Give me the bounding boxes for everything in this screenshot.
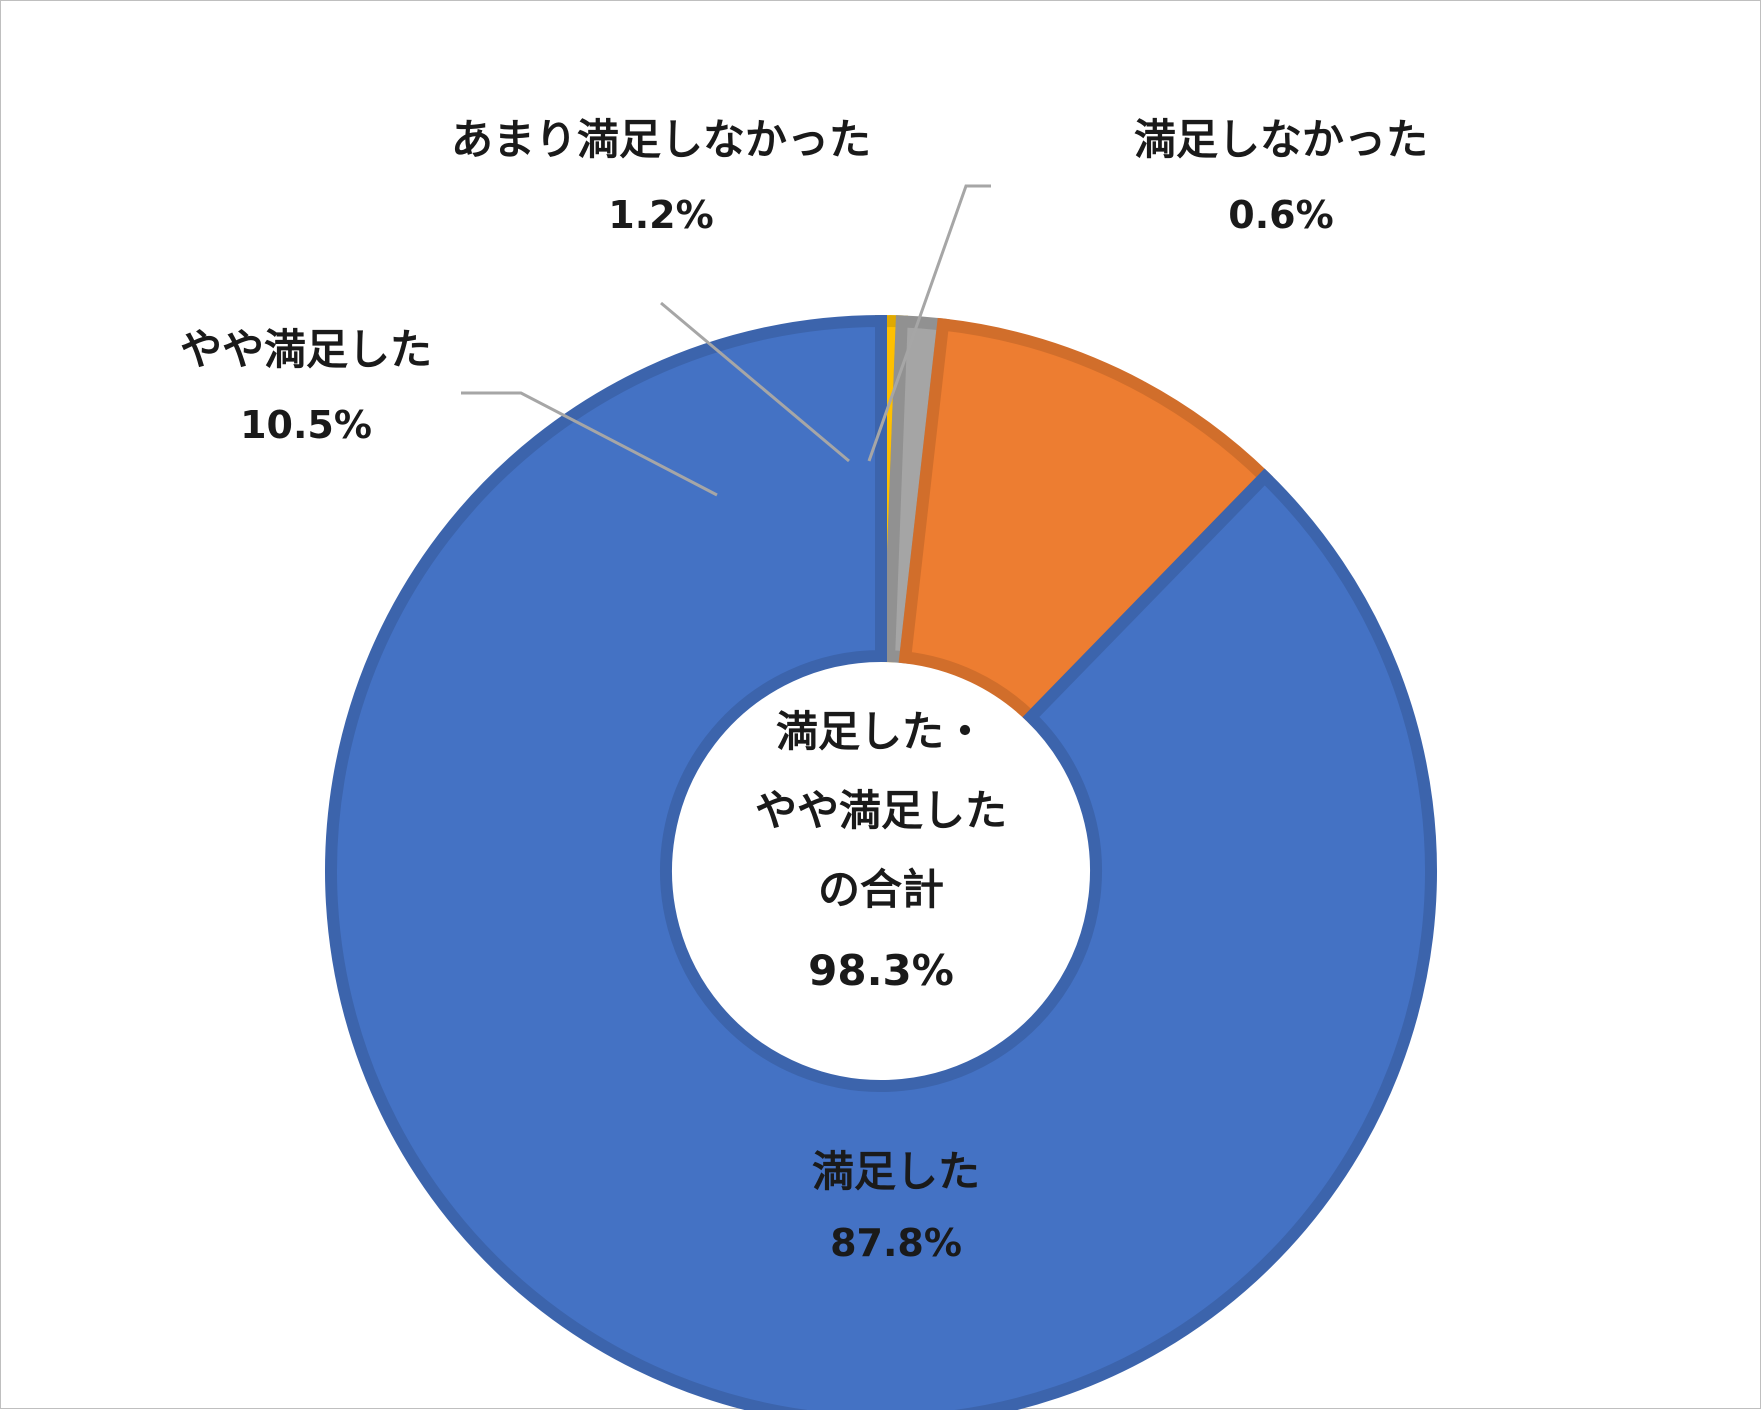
slice-value-0: 87.8% xyxy=(830,1221,962,1265)
leader-line-3 xyxy=(867,184,991,462)
center-label-line1: 満足した・ xyxy=(776,707,986,756)
labels-group: 満足した 87.8% やや満足した 10.5% あまり満足しなかった 1.2% 満足しなかっ… xyxy=(180,115,1428,1265)
slice-0 xyxy=(325,314,1437,1410)
center-label-value: 98.3% xyxy=(808,946,954,995)
slices-group xyxy=(325,314,1437,1410)
slice-value-1: 10.5% xyxy=(240,403,372,447)
slice-label-1: やや満足した xyxy=(180,325,432,374)
center-label-line3: の合計 xyxy=(818,865,944,914)
slice-label-2: あまり満足しなかった xyxy=(451,115,871,164)
leader-line-2 xyxy=(660,301,850,463)
leader-line-1 xyxy=(461,391,718,497)
slice-1 xyxy=(898,317,1274,726)
slice-label-3: 満足しなかった xyxy=(1134,115,1428,164)
center-label-line2: やや満足した xyxy=(755,786,1007,835)
center-label: 満足した・ やや満足した の合計 98.3% xyxy=(755,707,1007,995)
leader-lines-group xyxy=(461,184,991,497)
slice-label-0: 満足した xyxy=(812,1147,980,1196)
slice-value-3: 0.6% xyxy=(1228,193,1333,237)
slice-value-2: 1.2% xyxy=(608,193,713,237)
